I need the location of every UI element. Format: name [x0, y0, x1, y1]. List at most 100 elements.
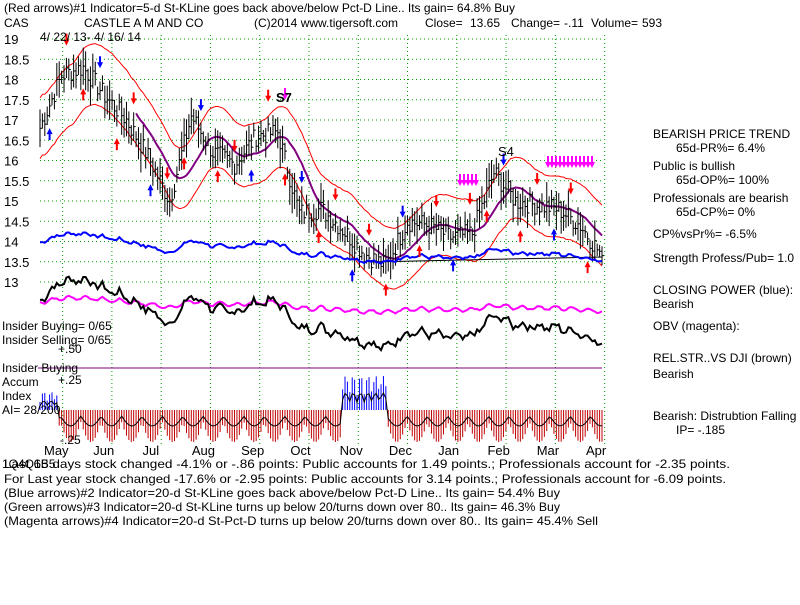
pr-percent: 65d-PR%= 6.4% [676, 141, 765, 155]
sell-arrow [561, 156, 567, 168]
volume-value: 593 [642, 16, 662, 30]
buy-arrow [147, 184, 154, 197]
ai-label: AI= 28/200 [2, 403, 61, 417]
y-tick-label: 13 [4, 275, 18, 290]
y-tick-label: 19 [4, 32, 18, 47]
y-tick-label: 17.5 [4, 93, 29, 108]
y-tick-label: 15 [4, 194, 18, 209]
sell-arrow [332, 188, 339, 201]
sell-arrow [557, 156, 563, 168]
signal-arrows [46, 33, 595, 296]
plus-25-label: +.25 [58, 373, 82, 387]
sell-arrow [534, 173, 541, 186]
sell-arrow [577, 156, 583, 168]
sell-arrow [465, 174, 471, 186]
sell-arrow [457, 174, 463, 186]
copyright: (C)2014 www.tigersoft.com [254, 16, 398, 30]
sell-arrow [164, 167, 171, 180]
buy-arrow [349, 269, 356, 282]
buy-arrow [315, 231, 322, 244]
footer-last-year: For Last year stock changed -17.6% or -2… [4, 472, 726, 486]
date-range: 4/ 22/ 13- 4/ 16/ 14 [40, 30, 141, 44]
op-percent: 65d-OP%= 100% [676, 173, 769, 187]
insider-selling-count: Insider Selling= 0/65 [2, 333, 111, 347]
sell-arrow [545, 156, 551, 168]
x-tick-label: May [44, 443, 69, 458]
buy-arrow [80, 88, 87, 101]
minus-25-label: -.25 [60, 433, 81, 447]
x-tick-label: Mar [537, 443, 560, 458]
x-tick-label: Feb [487, 443, 509, 458]
x-tick-label: Oct [290, 443, 311, 458]
cp-percent: 65d-CP%= 0% [676, 205, 755, 219]
sell-arrow [573, 156, 579, 168]
professionals-bearish: Professionals are bearish [653, 191, 788, 205]
sell-arrow [589, 156, 595, 168]
close-value: 13.65 [470, 16, 500, 30]
cp-vs-pr: CP%vsPr%= -6.5% [653, 227, 757, 241]
buy-arrow [416, 244, 423, 257]
price-bars [39, 47, 604, 280]
buy-arrow [181, 157, 188, 170]
indicator-1-line: (Red arrows)#1 Indicator=5-d St-KLine go… [4, 1, 515, 15]
support-line [369, 256, 603, 263]
company-name: CASTLE A M AND CO [84, 16, 203, 30]
sell-arrow [569, 156, 575, 168]
sell-arrow [553, 156, 559, 168]
sell-arrow [565, 156, 571, 168]
sell-arrow [500, 153, 507, 166]
sell-arrow [265, 89, 272, 102]
buy-arrow [46, 128, 53, 141]
y-tick-label: 14.5 [4, 214, 29, 229]
close-label: Close= [425, 16, 463, 30]
buy-arrow [281, 173, 288, 186]
buy-arrow [450, 259, 457, 272]
x-tick-label: Dec [389, 443, 413, 458]
y-tick-label: 16 [4, 154, 18, 169]
obv-line [39, 294, 603, 316]
sell-arrow [585, 156, 591, 168]
rel-str-label: REL.STR..VS DJI (brown) [653, 351, 792, 365]
ticker-label: CAS [4, 16, 29, 30]
sell-arrow [97, 56, 104, 69]
insider-buying-count: Insider Buying= 0/65 [2, 319, 112, 333]
y-tick-label: 18 [4, 73, 18, 88]
sell-arrow [433, 195, 440, 208]
accumulation-histogram [39, 376, 603, 442]
sell-arrow [581, 156, 587, 168]
footer-overlap-text: 1Q4Q1B5 [2, 457, 56, 471]
volume-label: Volume= [591, 16, 638, 30]
insider-buying-label: Insider Buying [2, 361, 78, 375]
footer-last-65: Last 65 days stock changed -4.1% or -.86… [4, 457, 730, 471]
sell-arrow [298, 170, 305, 183]
buy-arrow [382, 283, 389, 296]
ip-value: IP= -.185 [676, 423, 725, 437]
footer-green-arrows: (Green arrows)#3 Indicator=20-d St-KLine… [4, 500, 560, 514]
annotation-s7: S7 [276, 90, 292, 105]
buy-arrow [483, 210, 490, 223]
y-tick-label: 16.5 [4, 133, 29, 148]
y-tick-label: 13.5 [4, 255, 29, 270]
strength-profess-pub: Strength Profess/Pub= 1.0 [653, 251, 794, 265]
accum-label: Accum [2, 375, 39, 389]
rel-str-status: Bearish [653, 367, 694, 381]
sell-arrow [469, 174, 475, 186]
change-value: -.11 [564, 16, 584, 30]
upper-band-line [39, 43, 603, 229]
x-tick-label: Jul [143, 443, 160, 458]
footer-magenta-arrows: (Magenta arrows)#4 Indicator=20-d St-Pct… [4, 514, 598, 528]
sell-arrow [549, 156, 555, 168]
price-axis: 19 18.5 18 17.5 17 16.5 16 15.5 15 14.5 14 13.5 13 [4, 32, 29, 290]
sell-arrow [567, 182, 574, 195]
sell-arrow [282, 88, 288, 100]
x-tick-label: Apr [586, 443, 607, 458]
distribution-status: Bearish: Distrubtion Falling [653, 409, 796, 423]
obv-label: OBV (magenta): [653, 319, 740, 333]
y-tick-label: 14 [4, 235, 18, 250]
sell-arrow [461, 174, 467, 186]
moving-average-line [135, 112, 603, 260]
sell-arrow [473, 174, 479, 186]
buy-arrow [248, 169, 255, 182]
buy-arrow [113, 138, 120, 151]
